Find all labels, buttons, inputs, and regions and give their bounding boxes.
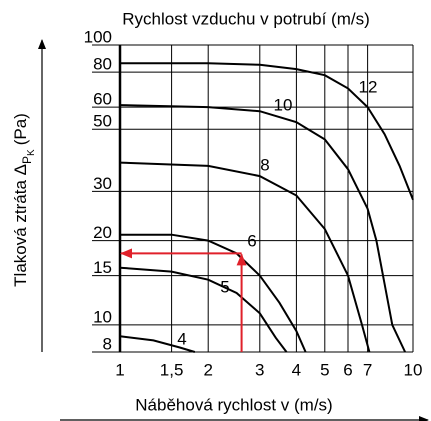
y-tick-label: 8 bbox=[103, 334, 112, 353]
curve bbox=[119, 335, 196, 353]
curve bbox=[120, 62, 414, 201]
curve-label: 12 bbox=[359, 77, 378, 96]
x-tick-label: 4 bbox=[292, 360, 301, 379]
y-tick-label: 15 bbox=[93, 258, 112, 277]
y-axis-label: Tlaková ztráta ΔPK (Pa) bbox=[11, 113, 36, 287]
x-tick-label: 5 bbox=[320, 360, 329, 379]
y-label-subsub: K bbox=[26, 149, 37, 156]
x-tick-label: 10 bbox=[404, 360, 423, 379]
y-label-sub: P bbox=[20, 156, 34, 164]
y-label-unit: (Pa) bbox=[11, 113, 30, 145]
x-tick-label: 2 bbox=[203, 360, 212, 379]
curve-label: 6 bbox=[247, 231, 256, 250]
curve bbox=[119, 266, 288, 353]
x-tick-label: 7 bbox=[363, 360, 372, 379]
x-tick-label: 3 bbox=[255, 360, 264, 379]
chart-title: Rychlost vzduchu v potrubí (m/s) bbox=[122, 9, 370, 28]
curve-label: 5 bbox=[220, 277, 229, 296]
x-tick-label: 1,5 bbox=[160, 360, 184, 379]
curve-label: 8 bbox=[260, 155, 269, 174]
y-tick-label: 30 bbox=[93, 174, 112, 193]
x-tick-label: 6 bbox=[343, 360, 352, 379]
y-tick-label: 80 bbox=[93, 55, 112, 74]
x-tick-label: 1 bbox=[115, 360, 124, 379]
y-tick-label: 100 bbox=[84, 27, 112, 46]
y-tick-label: 60 bbox=[93, 90, 112, 109]
curve bbox=[120, 233, 307, 353]
x-axis-label: Náběhová rychlost v (m/s) bbox=[135, 395, 332, 414]
y-tick-label: 20 bbox=[93, 223, 112, 242]
curve bbox=[119, 104, 407, 353]
curve-label: 4 bbox=[177, 329, 186, 348]
y-label-main: Tlaková ztráta Δ bbox=[11, 164, 30, 287]
y-tick-label: 50 bbox=[93, 112, 112, 131]
y-tick-label: 10 bbox=[93, 307, 112, 326]
curve-label: 10 bbox=[274, 95, 293, 114]
curve bbox=[119, 161, 371, 353]
